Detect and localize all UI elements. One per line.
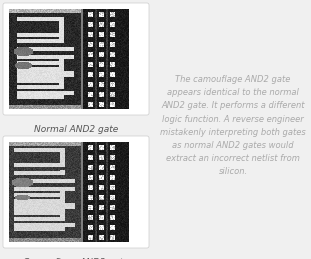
- Text: Normal AND2 gate: Normal AND2 gate: [34, 125, 118, 134]
- FancyBboxPatch shape: [3, 136, 149, 248]
- Text: The camouflage AND2 gate
appears identical to the normal
AND2 gate. It performs : The camouflage AND2 gate appears identic…: [160, 75, 306, 176]
- Text: Camouflage AND2 gate: Camouflage AND2 gate: [23, 258, 129, 259]
- FancyBboxPatch shape: [3, 3, 149, 115]
